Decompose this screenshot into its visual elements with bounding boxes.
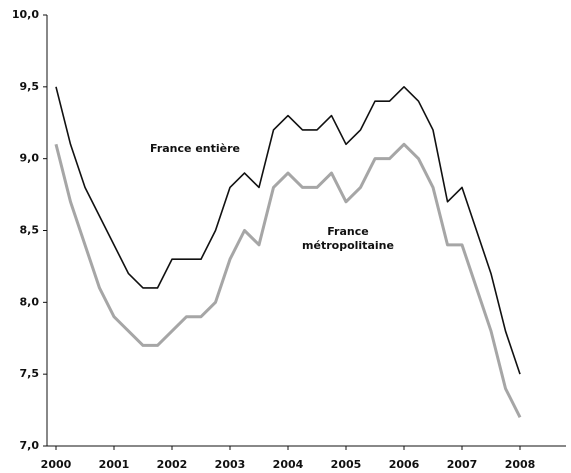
x-tick-label: 2003 [215, 458, 246, 471]
y-tick-label: 8,0 [20, 295, 40, 308]
y-tick-label: 7,0 [20, 439, 40, 452]
series-label: France entière [150, 142, 240, 155]
series-line [55, 86, 521, 375]
y-tick-label: 9,0 [20, 152, 40, 165]
series-label: France métropolitaine [300, 225, 396, 253]
x-tick-label: 2007 [447, 458, 478, 471]
x-tick-label: 2002 [157, 458, 188, 471]
x-tick-label: 2004 [273, 458, 304, 471]
y-tick-label: 10,0 [12, 8, 39, 21]
x-tick-label: 2006 [389, 458, 420, 471]
series-line [54, 142, 522, 418]
x-tick-label: 2000 [41, 458, 72, 471]
y-tick-label: 8,5 [20, 224, 40, 237]
y-tick-label: 7,5 [20, 367, 40, 380]
x-tick-label: 2001 [99, 458, 130, 471]
x-tick-label: 2005 [331, 458, 362, 471]
x-tick-label: 2008 [505, 458, 536, 471]
y-tick-label: 9,5 [20, 80, 40, 93]
